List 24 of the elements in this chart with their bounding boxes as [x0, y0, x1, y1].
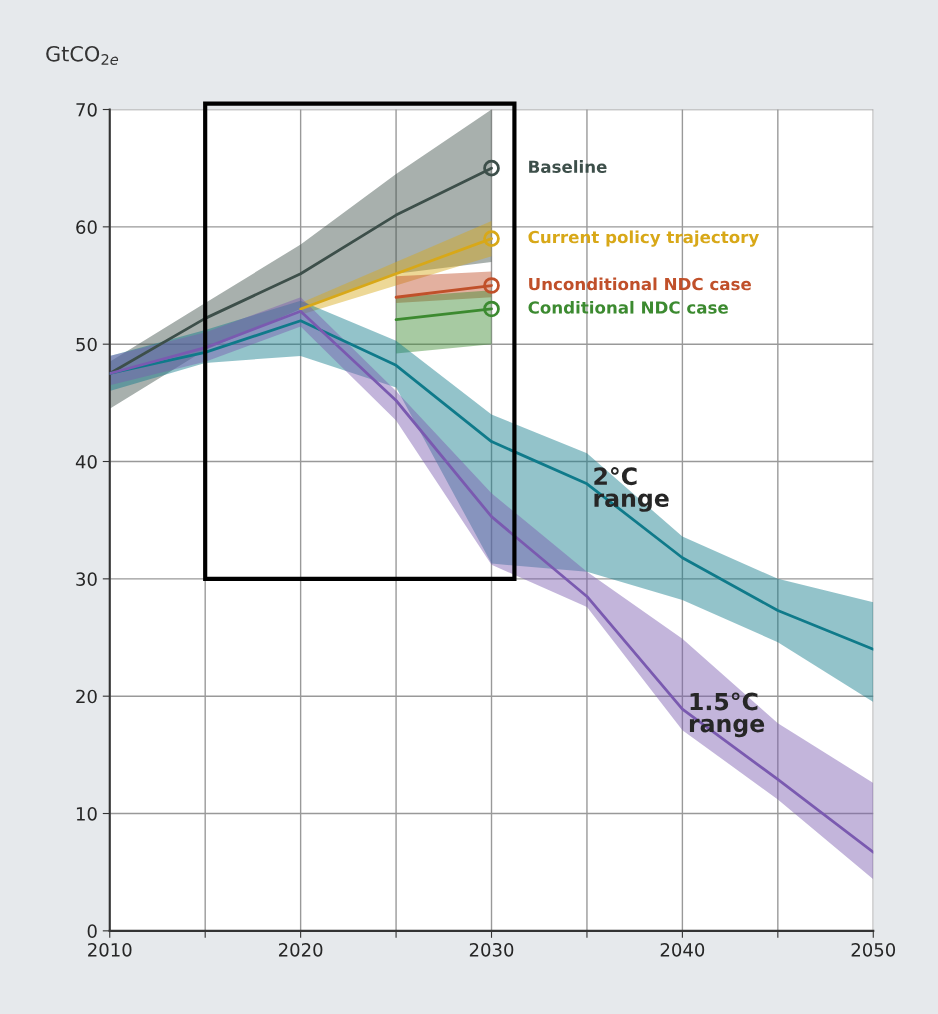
- x-tick-label: 2010: [88, 942, 132, 957]
- series-label: Current policy trajectory: [528, 230, 759, 247]
- x-tick-label: 2020: [278, 942, 323, 957]
- y-tick-label: 60: [76, 220, 97, 234]
- series-label: Unconditional NDC case: [529, 277, 751, 291]
- point: [483, 277, 500, 294]
- line-series: [109, 319, 874, 651]
- y-axis-title: GtCO$_{2e}$: [46, 45, 119, 65]
- y-tick-label: 0: [87, 924, 97, 938]
- y-tick-label: 70: [76, 102, 97, 117]
- x-tick-label: 2030: [469, 942, 514, 957]
- point: [483, 230, 500, 247]
- series-label: Baseline: [529, 160, 607, 174]
- annotation: 1.5°C range: [689, 692, 765, 738]
- x-tick-label: 2040: [660, 942, 705, 957]
- y-tick-label: 30: [76, 572, 97, 586]
- y-tick-label: 20: [76, 689, 97, 704]
- point: [483, 159, 500, 177]
- y-tick-label: 10: [76, 806, 97, 821]
- x-tick-label: 2050: [851, 942, 896, 957]
- point: [483, 300, 500, 318]
- y-tick-label: 40: [75, 454, 97, 469]
- series-label: Conditional NDC case: [528, 300, 728, 314]
- y-tick-label: 50: [76, 337, 97, 352]
